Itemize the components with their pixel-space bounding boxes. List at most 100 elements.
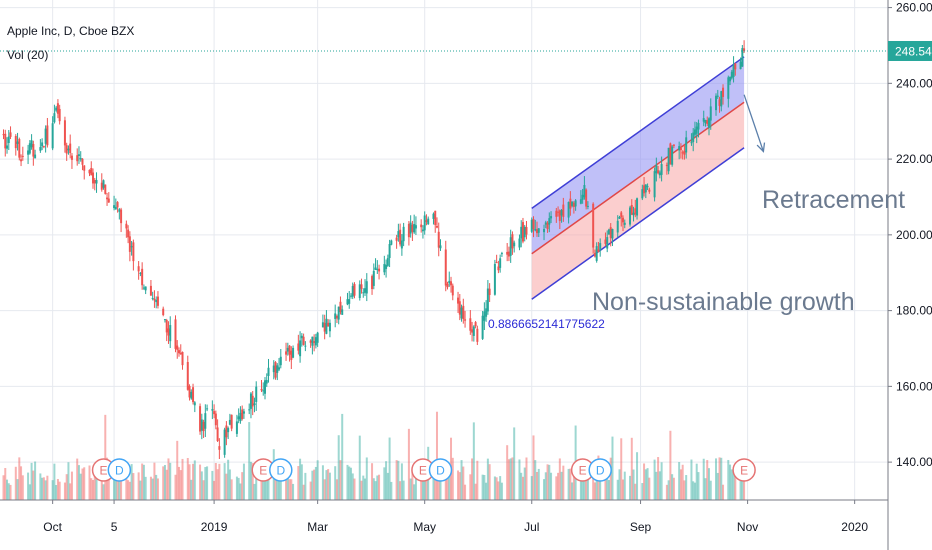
candle-body: [365, 281, 368, 294]
volume-bar: [242, 463, 245, 500]
time-tick-label[interactable]: Sep: [630, 520, 652, 534]
candle: [249, 392, 252, 419]
price-tick-label[interactable]: 200.00: [896, 228, 932, 242]
volume-bar: [128, 481, 131, 500]
price-tick-label[interactable]: 220.00: [896, 152, 932, 166]
candle: [213, 404, 216, 419]
candle: [486, 280, 489, 315]
candle: [511, 231, 514, 255]
time-tick-label[interactable]: 2020: [841, 520, 868, 534]
dividend-badge[interactable]: D: [269, 458, 293, 482]
dividend-badge[interactable]: D: [588, 458, 612, 482]
volume-bar: [374, 481, 377, 500]
earnings-badge[interactable]: E: [732, 458, 756, 482]
candle: [53, 104, 56, 124]
last-price-label[interactable]: 248.54: [895, 44, 932, 58]
retracement-arrow-head[interactable]: [756, 142, 766, 153]
volume-bar: [672, 477, 675, 500]
retracement-label[interactable]: Retracement: [762, 186, 905, 214]
volume-bar: [95, 468, 98, 500]
candle-body: [702, 118, 705, 122]
candle-body: [378, 268, 381, 272]
dividend-badge[interactable]: D: [428, 458, 453, 482]
time-tick-label[interactable]: May: [413, 520, 436, 534]
candle-body: [286, 347, 289, 352]
volume-bar: [376, 475, 379, 500]
price-tick-label[interactable]: 240.00: [896, 76, 932, 90]
candle: [18, 137, 21, 161]
candle: [706, 116, 709, 127]
candle-body: [558, 210, 561, 221]
price-tick-label[interactable]: 140.00: [896, 455, 932, 469]
volume-bar: [156, 478, 159, 500]
volume-bar: [715, 458, 718, 500]
channel-upper-line[interactable]: [531, 56, 745, 209]
price-axis[interactable]: 140.00 160.00 180.00 200.00 220.00 240.00 260.…: [887, 0, 932, 550]
candle-body: [113, 205, 116, 209]
candle-body: [730, 71, 733, 79]
candle: [423, 211, 426, 235]
volume-bar: [658, 471, 661, 500]
candle: [414, 216, 417, 236]
ratio-label[interactable]: 0.8866652141775622: [488, 317, 605, 331]
volume-bar: [718, 457, 721, 500]
candle-body: [325, 318, 328, 334]
time-tick-label[interactable]: 5: [111, 520, 118, 534]
candle: [190, 389, 193, 400]
time-tick-label[interactable]: Nov: [737, 520, 758, 534]
candle: [476, 325, 479, 346]
candle-body: [567, 202, 570, 218]
candle-body: [290, 350, 293, 360]
candle-body: [351, 285, 354, 297]
volume-bar: [127, 480, 130, 500]
volume-bar: [142, 464, 145, 500]
volume-bar: [722, 484, 725, 500]
candle-body: [4, 133, 7, 149]
candle: [388, 239, 391, 268]
candle: [672, 144, 675, 149]
price-tick-label[interactable]: 260.00: [896, 1, 932, 15]
volume-bar: [265, 468, 268, 500]
candle: [669, 142, 672, 165]
price-tick-label[interactable]: 160.00: [896, 379, 932, 393]
time-tick-label[interactable]: Oct: [43, 520, 62, 534]
upper-band[interactable]: [531, 56, 745, 254]
volume-bar: [346, 464, 349, 500]
candle-body: [314, 337, 317, 346]
retracement-arrow[interactable]: [743, 94, 765, 152]
channel-lower-line[interactable]: [531, 147, 745, 300]
volume-bar: [83, 467, 86, 500]
volume-bar: [42, 477, 45, 500]
time-axis[interactable]: Oct 5 2019 Mar May Jul Sep Nov 2020: [0, 499, 888, 534]
candle-body: [518, 238, 521, 248]
candle: [169, 316, 172, 349]
volume-bar: [702, 458, 705, 500]
dividend-badge[interactable]: D: [107, 458, 132, 482]
candle: [567, 201, 570, 224]
volume-bar: [365, 457, 368, 500]
candle: [364, 279, 367, 297]
growth-label[interactable]: Non-sustainable growth: [592, 288, 855, 316]
price-channel[interactable]: [531, 56, 766, 300]
candle: [360, 278, 363, 294]
candle-body: [21, 155, 24, 157]
candle-body: [672, 144, 675, 147]
candle: [188, 384, 191, 401]
channel-middle-line[interactable]: [531, 101, 745, 255]
candle-body: [228, 419, 231, 425]
volume-bar: [67, 462, 70, 500]
time-tick-label[interactable]: 2019: [201, 520, 228, 534]
candle: [167, 321, 170, 344]
time-tick-label[interactable]: Mar: [307, 520, 328, 534]
candle: [720, 90, 723, 112]
symbol-title[interactable]: Apple Inc, D, Cboe BZX: [7, 24, 135, 38]
price-tick-label[interactable]: 180.00: [896, 304, 932, 318]
volume-bar: [544, 472, 547, 500]
volume-indicator-label[interactable]: Vol (20): [7, 48, 49, 62]
candle-body: [692, 132, 695, 143]
volume-bar: [178, 466, 181, 500]
time-tick-label[interactable]: Jul: [524, 520, 539, 534]
